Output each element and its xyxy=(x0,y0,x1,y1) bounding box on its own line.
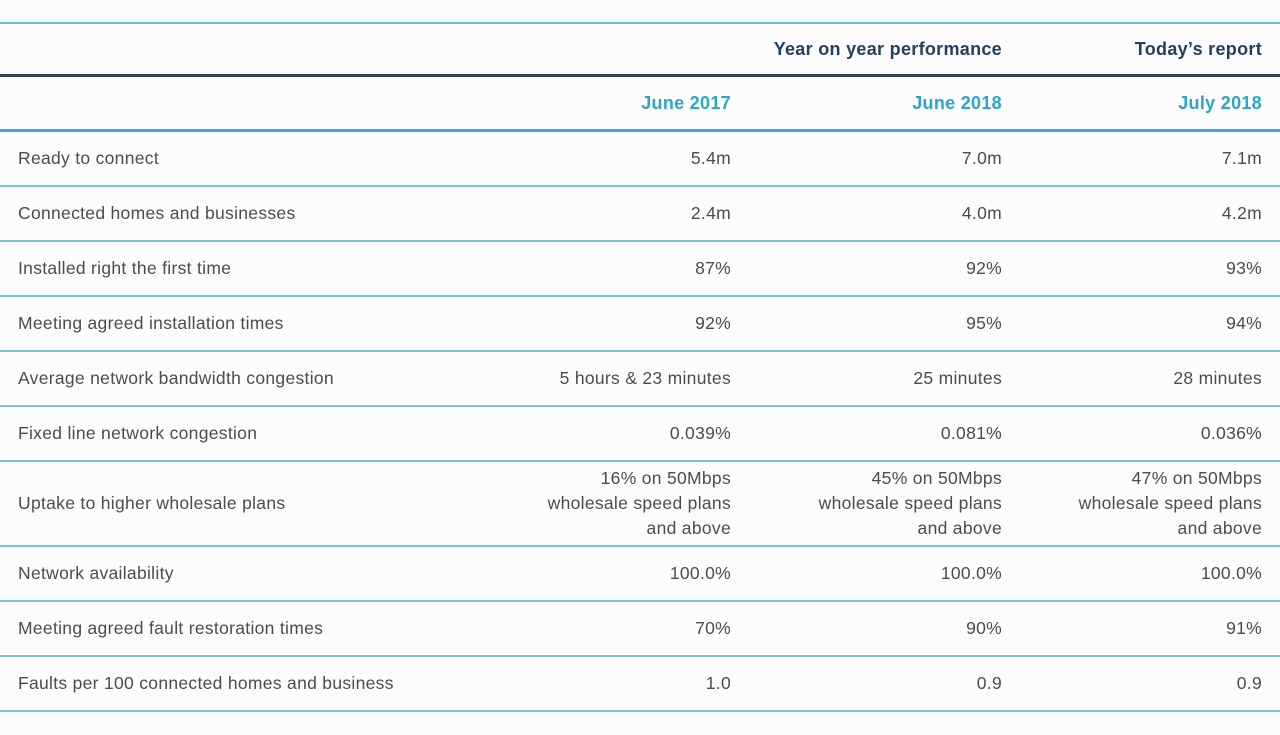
cell-value: 4.0m xyxy=(961,203,1002,223)
cell-value: 4.2m xyxy=(1221,203,1262,223)
row-label: Faults per 100 connected homes and busin… xyxy=(18,673,394,693)
table-row-ready-to-connect: Ready to connect 5.4m 7.0m 7.1m xyxy=(0,131,1280,186)
performance-table: Year on year performance Today’s report … xyxy=(0,22,1280,712)
column-header-july-2018: July 2018 xyxy=(1178,92,1262,113)
cell-value: 94% xyxy=(1226,313,1262,333)
cell-value: 0.9 xyxy=(976,673,1002,693)
group-header-todays-report: Today’s report xyxy=(1134,38,1262,59)
cell-value: 0.036% xyxy=(1200,423,1262,443)
group-header-row: Year on year performance Today’s report xyxy=(0,23,1280,76)
cell-value: 25 minutes xyxy=(913,368,1002,388)
cell-value: 100.0% xyxy=(669,563,731,583)
table-row-fault-restoration-times: Meeting agreed fault restoration times 7… xyxy=(0,601,1280,656)
cell-value: 5 hours & 23 minutes xyxy=(559,368,731,388)
table-row-connected-homes: Connected homes and businesses 2.4m 4.0m… xyxy=(0,186,1280,241)
cell-value: 90% xyxy=(966,618,1002,638)
table-row-fixed-line-congestion: Fixed line network congestion 0.039% 0.0… xyxy=(0,406,1280,461)
row-label: Connected homes and businesses xyxy=(18,203,296,223)
cell-value: 0.081% xyxy=(940,423,1002,443)
row-label: Installed right the first time xyxy=(18,258,232,278)
row-label: Fixed line network congestion xyxy=(18,423,258,443)
cell-value: 7.0m xyxy=(961,148,1002,168)
cell-value: 92% xyxy=(695,313,731,333)
cell-value: 100.0% xyxy=(940,563,1002,583)
table-row-wholesale-uptake: Uptake to higher wholesale plans 16% on … xyxy=(0,461,1280,546)
cell-value: 95% xyxy=(966,313,1002,333)
table-row-meeting-installation-times: Meeting agreed installation times 92% 95… xyxy=(0,296,1280,351)
cell-value: 0.039% xyxy=(669,423,731,443)
table-row-network-availability: Network availability 100.0% 100.0% 100.0… xyxy=(0,546,1280,601)
row-label: Meeting agreed installation times xyxy=(18,313,284,333)
cell-value: 0.9 xyxy=(1236,673,1262,693)
cell-value: 93% xyxy=(1226,258,1262,278)
column-header-spacer xyxy=(0,76,456,131)
cell-value: 45% on 50Mbps wholesale speed plans and … xyxy=(818,468,1002,538)
group-header-year-on-year: Year on year performance xyxy=(773,38,1002,59)
cell-value: 91% xyxy=(1226,618,1262,638)
column-header-june-2017: June 2017 xyxy=(641,92,731,113)
cell-value: 28 minutes xyxy=(1173,368,1262,388)
cell-value: 47% on 50Mbps wholesale speed plans and … xyxy=(1078,468,1262,538)
group-header-spacer xyxy=(0,23,456,76)
cell-value: 2.4m xyxy=(690,203,731,223)
table-row-installed-right-first-time: Installed right the first time 87% 92% 9… xyxy=(0,241,1280,296)
cell-value: 5.4m xyxy=(690,148,731,168)
cell-value: 16% on 50Mbps wholesale speed plans and … xyxy=(547,468,731,538)
column-header-june-2018: June 2018 xyxy=(912,92,1002,113)
cell-value: 100.0% xyxy=(1200,563,1262,583)
cell-value: 1.0 xyxy=(705,673,731,693)
cell-value: 87% xyxy=(695,258,731,278)
row-label: Meeting agreed fault restoration times xyxy=(18,618,324,638)
table-row-faults-per-100: Faults per 100 connected homes and busin… xyxy=(0,656,1280,711)
table-row-bandwidth-congestion: Average network bandwidth congestion 5 h… xyxy=(0,351,1280,406)
cell-value: 70% xyxy=(695,618,731,638)
row-label: Network availability xyxy=(18,563,174,583)
cell-value: 7.1m xyxy=(1221,148,1262,168)
cell-value: 92% xyxy=(966,258,1002,278)
column-header-row: June 2017 June 2018 July 2018 xyxy=(0,76,1280,131)
row-label: Average network bandwidth congestion xyxy=(18,368,334,388)
row-label: Uptake to higher wholesale plans xyxy=(18,493,286,513)
row-label: Ready to connect xyxy=(18,148,159,168)
